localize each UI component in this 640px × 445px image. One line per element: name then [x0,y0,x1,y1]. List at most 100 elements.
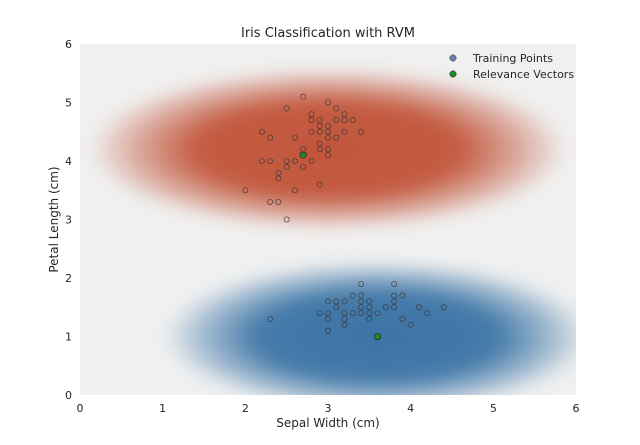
x-tick-label: 3 [325,402,332,415]
y-tick-label: 0 [65,389,72,402]
training-point [324,122,331,129]
relevance-vector-point [374,332,382,340]
y-tick-label: 2 [65,272,72,285]
training-point [275,198,282,205]
training-point [358,298,365,305]
training-point [399,292,406,299]
training-point [391,304,398,311]
training-point [324,99,331,106]
training-point [324,146,331,153]
training-point [341,111,348,118]
data-points [242,93,447,340]
legend: Training Points Relevance Vectors [449,52,574,81]
training-point [283,105,290,112]
x-tick-label: 2 [242,402,249,415]
training-point [366,298,373,305]
legend-label-relevance: Relevance Vectors [473,68,574,81]
y-tick-label: 6 [65,38,72,51]
training-point [242,187,249,194]
training-point [291,134,298,141]
training-point [324,134,331,141]
y-axis-label: Petal Length (cm) [47,166,61,272]
training-point [283,157,290,164]
training-point [333,105,340,112]
training-point [316,117,323,124]
training-point [341,298,348,305]
training-point [267,134,274,141]
training-point [333,298,340,305]
training-point [341,310,348,317]
training-point [308,157,315,164]
training-point [391,280,398,287]
decision-regions [88,67,576,395]
training-point [333,304,340,311]
training-point [424,310,431,317]
training-point [366,304,373,311]
training-point [324,327,331,334]
decision-region-1 [88,67,568,232]
training-point [316,310,323,317]
training-point [316,128,323,135]
relevance-vector-point [299,151,307,159]
training-point [341,117,348,124]
training-point [349,117,356,124]
training-point [366,310,373,317]
training-point [349,310,356,317]
axes: 0 1 2 3 4 5 6 0 1 2 3 4 5 6 [65,38,580,415]
training-point [399,315,406,322]
training-point [258,128,265,135]
legend-label-training: Training Points [472,52,553,65]
training-point [308,117,315,124]
x-tick-label: 0 [77,402,84,415]
training-point [258,157,265,164]
training-point [275,169,282,176]
training-point [283,163,290,170]
training-point [341,315,348,322]
training-point [300,93,307,100]
training-point [267,157,274,164]
y-tick-label: 3 [65,214,72,227]
training-point [358,310,365,317]
training-point [316,140,323,147]
y-tick-label: 1 [65,331,72,344]
training-point [333,117,340,124]
training-point [324,298,331,305]
training-point [333,134,340,141]
legend-marker-training [449,54,457,62]
training-point [391,292,398,299]
training-point [374,310,381,317]
training-point [300,163,307,170]
training-point [358,128,365,135]
training-point [316,181,323,188]
training-point [308,128,315,135]
training-point [382,304,389,311]
training-point [324,315,331,322]
training-point [308,111,315,118]
training-point [440,304,447,311]
x-tick-label: 4 [407,402,414,415]
training-point [267,198,274,205]
training-point [316,122,323,129]
training-point [358,292,365,299]
x-tick-label: 5 [490,402,497,415]
training-point [358,280,365,287]
x-axis-label: Sepal Width (cm) [276,416,379,430]
training-point [291,187,298,194]
training-point [407,321,414,328]
training-point [324,152,331,159]
x-tick-label: 1 [159,402,166,415]
x-tick-label: 6 [573,402,580,415]
training-point [415,304,422,311]
training-point [341,321,348,328]
y-tick-label: 5 [65,97,72,110]
training-point [341,128,348,135]
training-point [391,298,398,305]
training-point [324,128,331,135]
training-point [316,146,323,153]
legend-marker-relevance [449,70,457,78]
training-point [267,315,274,322]
chart-title: Iris Classification with RVM [241,26,415,41]
training-point [349,292,356,299]
